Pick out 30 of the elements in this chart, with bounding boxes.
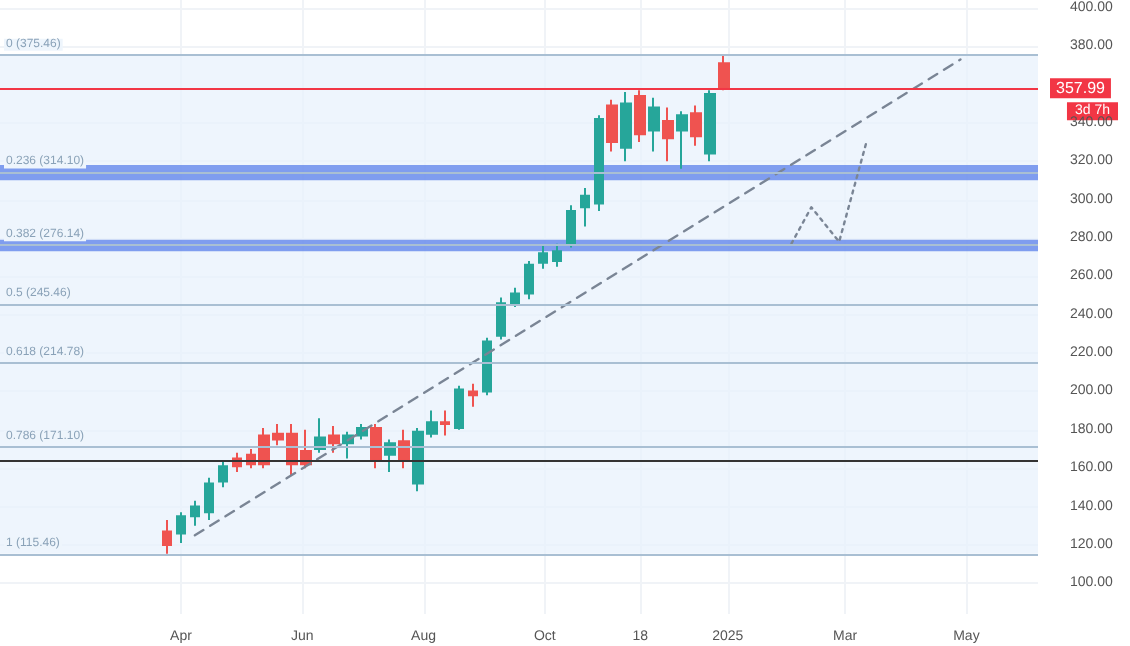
candlestick — [690, 104, 702, 147]
candlestick — [454, 384, 464, 431]
candlestick — [204, 476, 214, 521]
candlestick — [676, 110, 688, 170]
candlestick — [538, 244, 548, 270]
candlestick — [468, 382, 478, 408]
candlestick — [566, 204, 576, 249]
candlestick — [440, 409, 450, 437]
candlestick — [524, 259, 534, 301]
candlestick — [594, 114, 604, 213]
candlestick — [606, 98, 618, 153]
candlestick — [552, 242, 562, 268]
candlestick — [510, 286, 520, 308]
candlestick — [634, 89, 646, 143]
candlestick — [218, 459, 228, 489]
candlestick — [496, 296, 506, 341]
candlestick — [620, 91, 632, 163]
candlestick — [718, 53, 730, 92]
candlestick — [328, 424, 340, 454]
line-series — [790, 138, 869, 245]
candlestick — [482, 336, 492, 397]
candlestick — [580, 187, 590, 228]
candlestick — [190, 499, 200, 527]
candlestick — [370, 423, 382, 470]
candlestick — [648, 96, 660, 153]
candlestick — [662, 106, 674, 163]
ref-line-label: 357.99 — [1056, 79, 1107, 98]
candlestick — [162, 518, 172, 555]
candlestick — [704, 89, 716, 163]
candlestick — [176, 511, 186, 545]
